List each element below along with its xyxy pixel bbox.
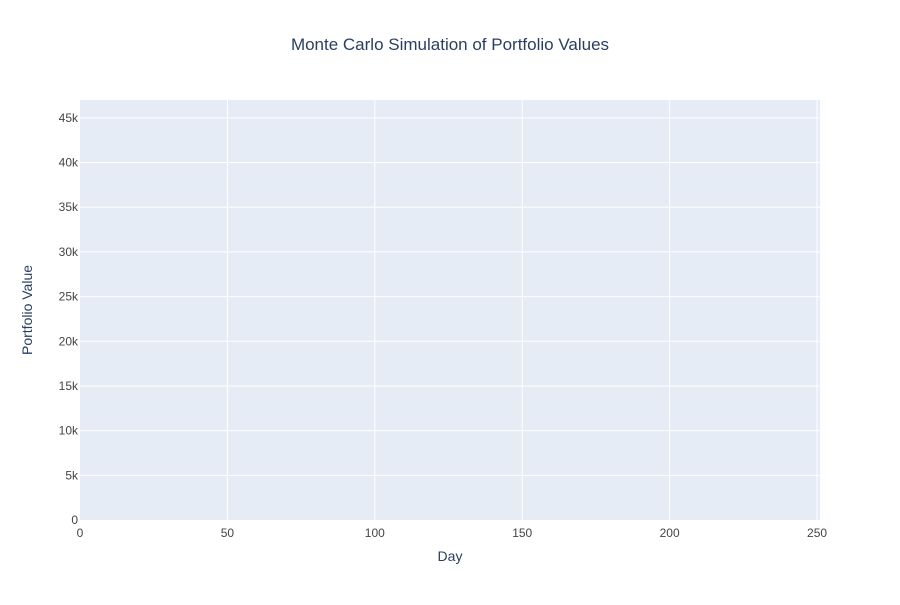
y-tick-label: 30k [59, 245, 79, 259]
y-tick-label: 0 [71, 513, 78, 527]
y-tick-label: 5k [65, 468, 79, 482]
x-tick-label: 50 [221, 526, 235, 540]
y-tick-label: 40k [59, 156, 79, 170]
x-tick-label: 100 [365, 526, 385, 540]
chart-title: Monte Carlo Simulation of Portfolio Valu… [291, 35, 609, 54]
y-gridlines [80, 117, 820, 476]
y-tick-label: 20k [59, 334, 79, 348]
x-tick-label: 0 [77, 526, 84, 540]
y-tick-label: 15k [59, 379, 79, 393]
plot-area [80, 100, 820, 520]
x-tick-label: 250 [807, 526, 827, 540]
x-tick-label: 150 [512, 526, 532, 540]
y-tick-label: 35k [59, 200, 79, 214]
y-axis-label: Portfolio Value [19, 265, 35, 355]
x-gridlines [226, 100, 818, 520]
x-tick-label: 200 [660, 526, 680, 540]
x-tick-labels: 0 50 100 150 200 250 [77, 526, 828, 540]
x-axis-label: Day [438, 548, 463, 564]
y-tick-label: 10k [59, 424, 79, 438]
y-tick-label: 45k [59, 111, 79, 125]
y-tick-labels: 0 5k 10k 15k 20k 25k 30k 35k 40k 45k [59, 111, 79, 527]
y-tick-label: 25k [59, 290, 79, 304]
